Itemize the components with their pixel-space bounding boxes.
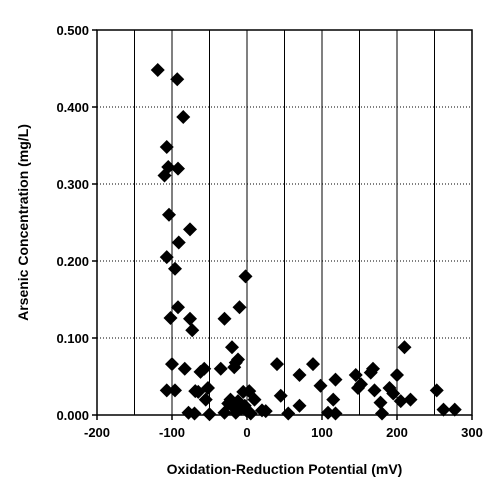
x-tick-label: 200 [386,425,408,440]
data-point [150,63,165,78]
data-point [393,394,408,409]
data-point [185,323,200,338]
axis-ticks [92,29,473,420]
data-point [159,383,174,398]
x-axis-title: Oxidation-Reduction Potential (mV) [167,461,403,477]
data-point [313,378,328,393]
data-point [183,222,197,237]
data-points [150,63,462,422]
data-point [292,367,307,382]
data-point [227,360,242,375]
data-point [328,406,343,421]
data-point [217,405,232,420]
data-point [375,406,389,421]
data-point [326,392,341,407]
data-point [163,310,178,325]
data-point [258,404,273,419]
data-point [176,110,191,125]
data-point [243,406,258,421]
x-tick-label: -200 [84,425,110,440]
y-tick-label: 0.300 [56,177,89,192]
data-point [306,357,320,372]
data-point [157,168,172,183]
y-tick-label: 0.400 [56,100,89,115]
data-point [270,357,284,372]
data-point [397,340,412,355]
data-point [171,161,185,176]
data-point [213,361,228,376]
data-point [228,405,243,420]
data-point [170,72,185,87]
data-point [171,235,186,250]
y-axis-title: Arsenic Concentration (mg/L) [15,124,31,321]
x-tick-label: 300 [461,425,483,440]
gridlines [97,30,472,415]
data-point [159,140,174,155]
y-tick-label: 0.100 [56,331,89,346]
data-point [197,361,212,376]
data-point [348,367,363,382]
data-point [390,367,404,382]
data-point [162,207,176,222]
data-point [328,372,343,387]
data-point [191,384,206,399]
data-point [177,361,192,376]
data-point [217,311,232,326]
x-tick-label: 100 [311,425,333,440]
data-point [159,250,174,265]
data-point [247,392,262,407]
data-point [183,311,197,326]
x-tick-label: 0 [243,425,250,440]
x-axis-tick-labels: -200 -100 0 100 200 300 [84,425,483,440]
data-point [403,392,418,407]
y-axis-tick-labels: 0.000 0.100 0.200 0.300 0.400 0.500 [56,23,89,423]
y-tick-label: 0.500 [56,23,89,38]
data-point [187,406,202,421]
data-point [373,395,388,410]
data-point [165,357,179,372]
data-point [168,383,182,398]
data-point [281,406,296,421]
data-point [202,407,217,422]
data-point [273,388,288,403]
data-point [238,269,253,284]
data-point [292,398,307,413]
data-point [232,300,247,315]
data-point [168,261,182,276]
y-tick-label: 0.000 [56,408,89,423]
data-point [386,386,401,401]
x-tick-label: -100 [159,425,185,440]
data-point [354,377,368,392]
data-point [367,383,382,398]
data-point [366,361,380,376]
data-point [225,340,239,355]
data-point [198,392,213,407]
data-point [436,402,451,417]
y-tick-label: 0.200 [56,254,89,269]
data-point [447,402,462,417]
data-point [429,383,444,398]
data-point [171,300,185,315]
